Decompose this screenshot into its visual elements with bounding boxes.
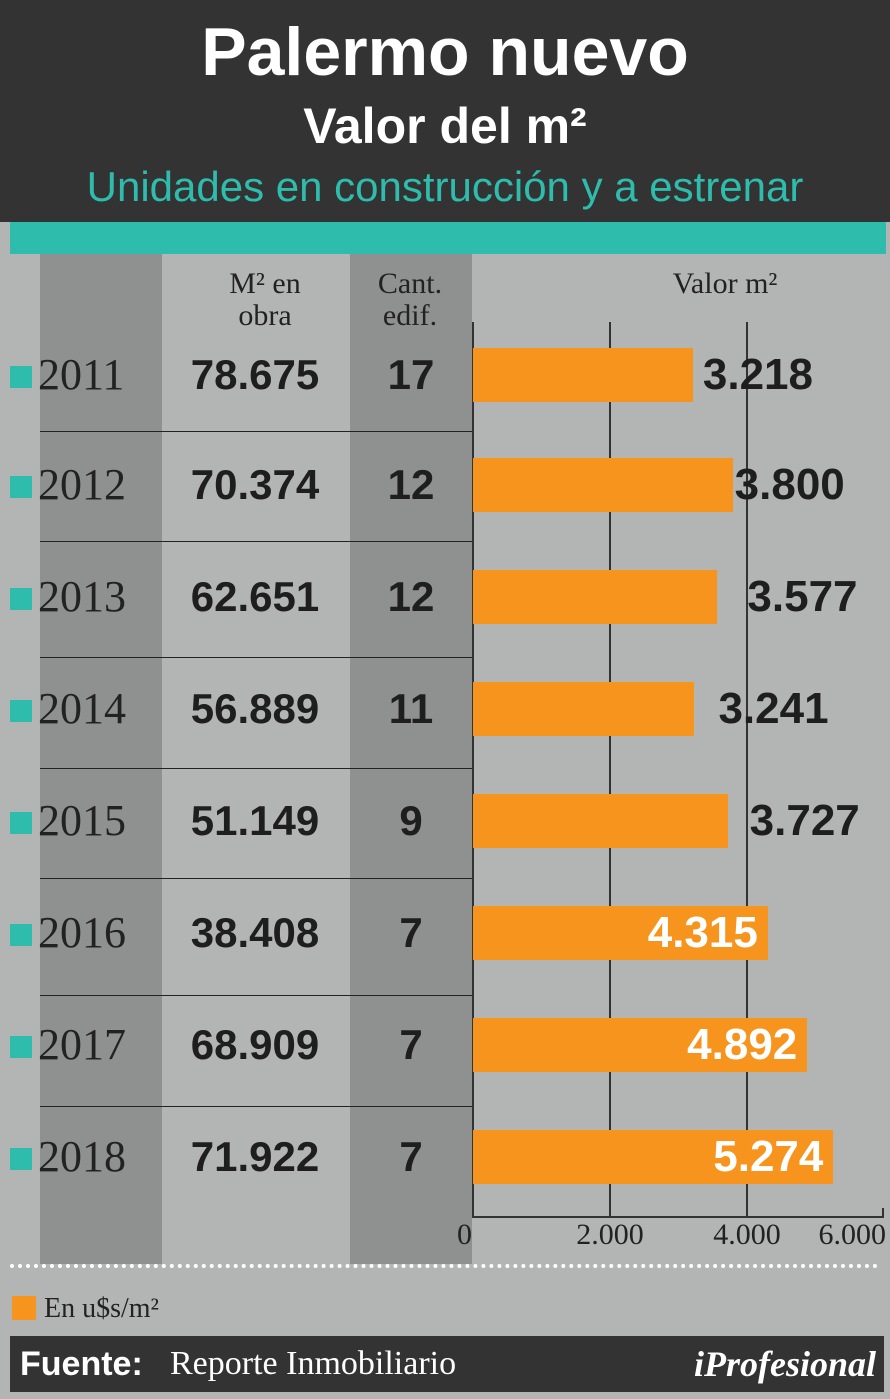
bar-2017 <box>473 1018 808 1072</box>
x-tick-label: 0 <box>457 1218 472 1251</box>
legend: En u$s/m² <box>12 1292 159 1326</box>
bar-2011 <box>473 348 693 402</box>
bar-value-label: 3.218 <box>702 350 813 399</box>
year-label: 2017 <box>10 990 160 1100</box>
teal-marker-icon <box>10 1035 32 1058</box>
teal-marker-icon <box>10 587 32 610</box>
m2-en-obra-value: 70.374 <box>190 461 320 508</box>
teal-marker-icon <box>10 1147 32 1170</box>
teal-marker-icon <box>10 699 32 722</box>
cant-edif-value: 11 <box>388 685 434 732</box>
bar-2014 <box>473 682 695 736</box>
bar-2012 <box>473 458 733 512</box>
year-label: 2014 <box>10 654 160 764</box>
gridline-4000 <box>746 322 748 1218</box>
year-text: 2012 <box>38 460 126 509</box>
year-label: 2011 <box>10 320 160 430</box>
cant-column-band <box>350 254 472 1264</box>
page-title: Palermo nuevo <box>201 14 689 90</box>
row-divider <box>40 657 472 658</box>
page-tagline: Unidades en construcción y a estrenar <box>86 163 804 210</box>
year-column-band <box>40 254 162 1264</box>
gridline-2000 <box>609 322 611 1218</box>
dotted-divider <box>10 1264 878 1268</box>
bar-value-label: 5.274 <box>713 1132 824 1181</box>
bar-2013 <box>473 570 718 624</box>
x-tick-label: 2.000 <box>576 1218 644 1251</box>
bar-2018 <box>473 1130 834 1184</box>
m2-en-obra-value: 78.675 <box>190 351 320 398</box>
teal-marker-icon <box>10 475 32 498</box>
teal-marker-icon <box>10 923 32 946</box>
cant-edif-value: 7 <box>399 909 423 956</box>
cant-edif-value: 17 <box>387 351 435 398</box>
year-label: 2012 <box>10 430 160 540</box>
source-value: Reporte Inmobiliario <box>170 1345 457 1382</box>
x-axis-line <box>472 1216 884 1218</box>
m2-en-obra-value: 38.408 <box>190 909 320 956</box>
col-valor-header: Valor m² <box>672 267 778 300</box>
teal-marker-icon <box>10 811 32 834</box>
footer-bar: Fuente: Reporte Inmobiliario iProfesiona… <box>10 1336 884 1392</box>
bar-value-label: 4.315 <box>647 908 758 957</box>
brand-logo: iProfesional <box>693 1344 876 1384</box>
year-label: 2015 <box>10 766 160 876</box>
year-text: 2014 <box>38 684 126 733</box>
year-label: 2018 <box>10 1102 160 1212</box>
year-label: 2013 <box>10 542 160 652</box>
year-text: 2016 <box>38 908 126 957</box>
m2-en-obra-value: 56.889 <box>190 685 320 732</box>
bar-2015 <box>473 794 728 848</box>
bar-value-label: 3.241 <box>718 684 829 733</box>
row-divider <box>40 878 472 879</box>
cant-edif-value: 7 <box>399 1021 423 1068</box>
row-divider <box>40 768 472 769</box>
m2-en-obra-value: 51.149 <box>190 797 320 844</box>
cant-edif-value: 12 <box>387 573 435 620</box>
bar-value-label: 3.577 <box>747 572 858 621</box>
bar-value-label: 3.727 <box>749 796 860 845</box>
header-panel: Palermo nuevo Valor del m² Unidades en c… <box>0 0 890 222</box>
cant-edif-value: 7 <box>399 1133 423 1180</box>
header-accent-bar <box>10 222 886 254</box>
page-subtitle: Valor del m² <box>303 98 587 154</box>
teal-marker-icon <box>10 365 32 388</box>
year-text: 2015 <box>38 796 126 845</box>
x-tick-label: 6.000 <box>818 1218 887 1251</box>
row-divider <box>40 541 472 542</box>
x-tick-label: 4.000 <box>713 1218 781 1251</box>
year-text: 2011 <box>38 350 125 399</box>
source-label: Fuente: <box>20 1345 143 1383</box>
year-text: 2017 <box>38 1020 126 1069</box>
col-cant-header: Cant. edif. <box>377 267 443 332</box>
row-divider <box>40 431 472 432</box>
y-axis-line <box>472 322 474 1218</box>
legend-label: En u$s/m² <box>44 1293 159 1324</box>
row-divider <box>40 995 472 996</box>
cant-edif-value: 9 <box>399 797 423 844</box>
bar-2016 <box>473 906 768 960</box>
row-divider <box>40 1106 472 1107</box>
m2-en-obra-value: 62.651 <box>190 573 320 620</box>
cant-edif-value: 12 <box>387 461 435 508</box>
bar-value-label: 3.800 <box>734 460 845 509</box>
year-text: 2013 <box>38 572 126 621</box>
x-axis-end-tick <box>882 1208 884 1218</box>
year-label: 2016 <box>10 878 160 988</box>
col-m2-header: M² en obra <box>229 267 301 332</box>
year-text: 2018 <box>38 1132 126 1181</box>
m2-en-obra-value: 68.909 <box>190 1021 320 1068</box>
m2-en-obra-value: 71.922 <box>190 1133 320 1180</box>
bar-value-label: 4.892 <box>687 1020 798 1069</box>
legend-swatch <box>12 1295 36 1320</box>
